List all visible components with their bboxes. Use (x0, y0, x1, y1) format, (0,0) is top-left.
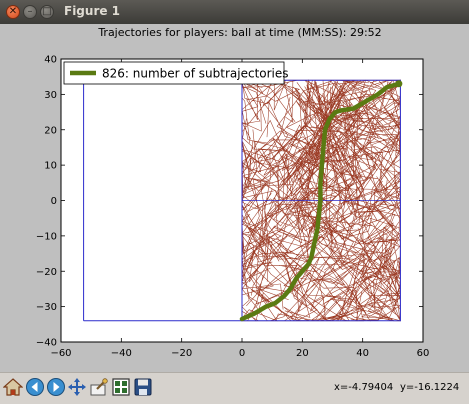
save-icon[interactable] (133, 377, 153, 397)
pitch-boundary (83, 79, 401, 322)
subplots-icon[interactable] (111, 377, 131, 397)
close-icon: ✕ (8, 6, 18, 17)
trajectory-end-marker (395, 80, 403, 88)
y-tick-label: −20 (36, 267, 57, 278)
back-icon[interactable] (25, 377, 45, 397)
trajectory-chart: Trajectories for players: ball at time (… (36, 26, 430, 359)
navigation-toolbar: x=-4.79404 y=-16.1224 (0, 372, 469, 404)
forward-icon[interactable] (46, 377, 66, 397)
y-tick-label: 20 (44, 125, 57, 136)
x-tick-label: 0 (239, 348, 245, 359)
minimize-icon: – (27, 6, 33, 17)
chart-title: Trajectories for players: ball at time (… (97, 26, 381, 39)
zoom-icon[interactable] (89, 377, 109, 397)
legend-box (63, 61, 285, 85)
x-tick-label: −60 (50, 348, 71, 359)
x-tick-label: 40 (356, 348, 369, 359)
window-title: Figure 1 (64, 4, 121, 18)
legend-label: 826: number of subtrajectories (102, 67, 289, 81)
y-tick-label: 30 (44, 90, 57, 101)
window-titlebar: ✕ – □ Figure 1 (0, 0, 469, 24)
x-tick-label: 60 (417, 348, 430, 359)
maximize-icon: □ (42, 6, 52, 17)
home-icon[interactable] (3, 377, 23, 397)
x-tick-label: 20 (296, 348, 309, 359)
y-tick-label: −10 (36, 231, 57, 242)
minimize-window-button[interactable]: – (23, 5, 37, 19)
y-tick-label: 10 (44, 161, 57, 172)
close-window-button[interactable]: ✕ (6, 5, 20, 19)
y-coordinate-readout: y=-16.1224 (400, 382, 460, 393)
figure-canvas[interactable]: Trajectories for players: ball at time (… (0, 24, 469, 372)
x-tick-label: −20 (171, 348, 192, 359)
y-tick-label: −40 (36, 338, 57, 349)
y-tick-label: 0 (51, 196, 57, 207)
x-coordinate-readout: x=-4.79404 (334, 382, 394, 393)
maximize-window-button[interactable]: □ (40, 5, 54, 19)
highlight-trajectory (239, 81, 402, 322)
pan-icon[interactable] (67, 377, 87, 397)
y-tick-label: −30 (36, 302, 57, 313)
x-tick-label: −40 (111, 348, 132, 359)
y-tick-label: 40 (44, 55, 57, 66)
